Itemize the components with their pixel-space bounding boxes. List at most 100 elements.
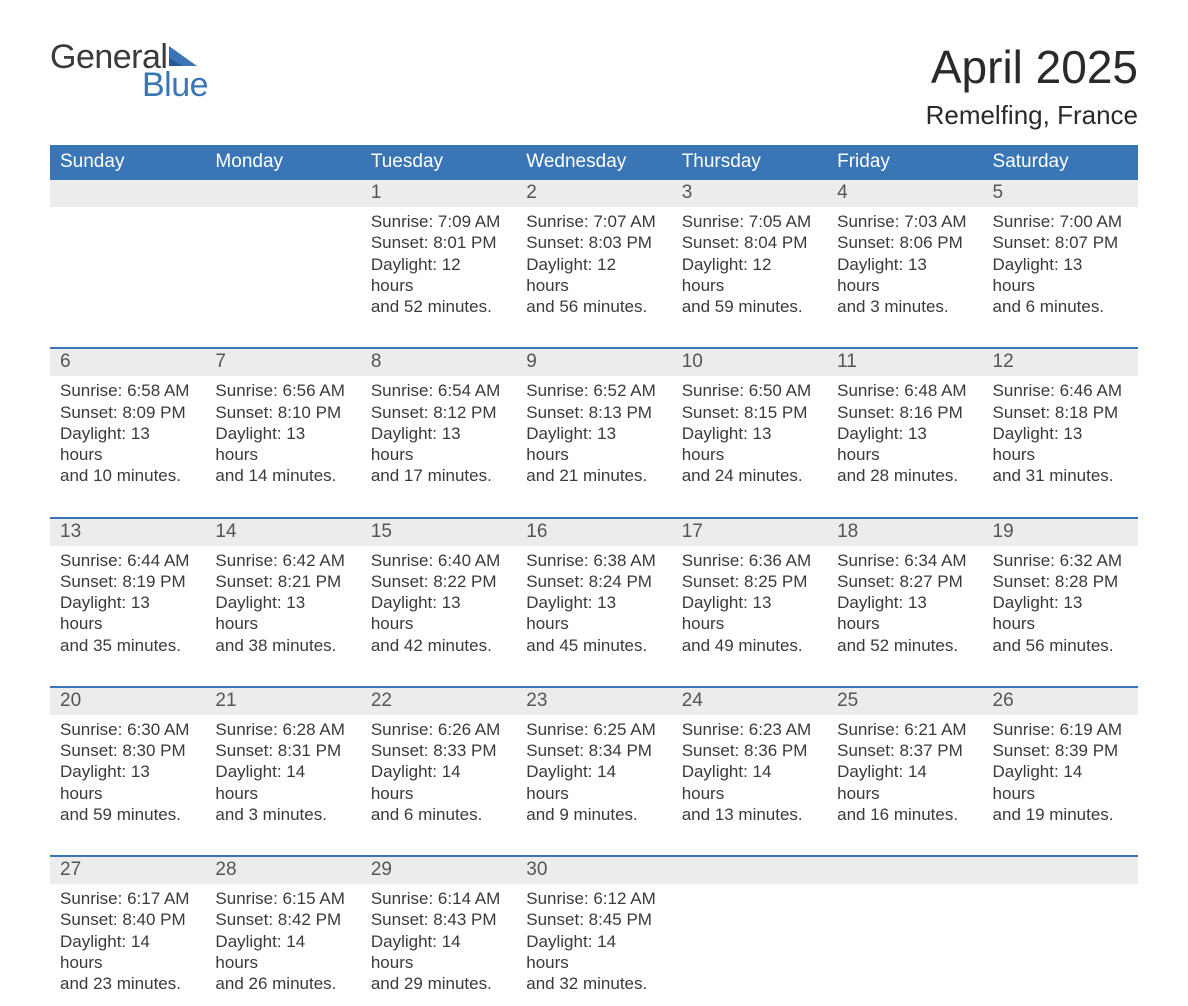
day-cell: Sunrise: 6:15 AMSunset: 8:42 PMDaylight:…	[205, 884, 360, 1006]
sunrise-text: Sunrise: 7:00 AM	[993, 211, 1128, 232]
day-cell: Sunrise: 6:44 AMSunset: 8:19 PMDaylight:…	[50, 546, 205, 668]
daylight-text-2: and 21 minutes.	[526, 465, 661, 486]
sunrise-text: Sunrise: 6:34 AM	[837, 550, 972, 571]
sunrise-text: Sunrise: 6:42 AM	[215, 550, 350, 571]
day-cell: Sunrise: 6:21 AMSunset: 8:37 PMDaylight:…	[827, 715, 982, 837]
weekday-label: Wednesday	[516, 145, 671, 180]
day-number: 4	[827, 180, 982, 207]
sunrise-text: Sunrise: 6:32 AM	[993, 550, 1128, 571]
daylight-text-1: Daylight: 13 hours	[993, 592, 1128, 635]
daylight-text-2: and 28 minutes.	[837, 465, 972, 486]
day-cell: Sunrise: 6:56 AMSunset: 8:10 PMDaylight:…	[205, 376, 360, 498]
sunset-text: Sunset: 8:16 PM	[837, 402, 972, 423]
day-number: 16	[516, 519, 671, 546]
day-cell	[672, 884, 827, 1006]
sunrise-text: Sunrise: 6:15 AM	[215, 888, 350, 909]
day-cell: Sunrise: 6:42 AMSunset: 8:21 PMDaylight:…	[205, 546, 360, 668]
daylight-text-2: and 32 minutes.	[526, 973, 661, 994]
daylight-text-1: Daylight: 13 hours	[371, 592, 506, 635]
day-cell: Sunrise: 6:30 AMSunset: 8:30 PMDaylight:…	[50, 715, 205, 837]
weekday-label: Thursday	[672, 145, 827, 180]
sunrise-text: Sunrise: 6:21 AM	[837, 719, 972, 740]
daylight-text-1: Daylight: 13 hours	[837, 592, 972, 635]
daylight-text-2: and 16 minutes.	[837, 804, 972, 825]
day-number: 22	[361, 688, 516, 715]
day-cell: Sunrise: 6:48 AMSunset: 8:16 PMDaylight:…	[827, 376, 982, 498]
daylight-text-2: and 29 minutes.	[371, 973, 506, 994]
daylight-text-2: and 52 minutes.	[371, 296, 506, 317]
weekday-label: Sunday	[50, 145, 205, 180]
daylight-text-1: Daylight: 13 hours	[526, 423, 661, 466]
sunrise-text: Sunrise: 6:38 AM	[526, 550, 661, 571]
daylight-text-2: and 52 minutes.	[837, 635, 972, 656]
daylight-text-1: Daylight: 13 hours	[682, 592, 817, 635]
day-cell: Sunrise: 6:54 AMSunset: 8:12 PMDaylight:…	[361, 376, 516, 498]
daylight-text-2: and 56 minutes.	[526, 296, 661, 317]
sunrise-text: Sunrise: 6:48 AM	[837, 380, 972, 401]
sunrise-text: Sunrise: 6:44 AM	[60, 550, 195, 571]
day-cell: Sunrise: 6:28 AMSunset: 8:31 PMDaylight:…	[205, 715, 360, 837]
week: 6789101112Sunrise: 6:58 AMSunset: 8:09 P…	[50, 349, 1138, 498]
day-cell	[827, 884, 982, 1006]
daynum-row: 20212223242526	[50, 688, 1138, 715]
day-number: 11	[827, 349, 982, 376]
sunrise-text: Sunrise: 6:26 AM	[371, 719, 506, 740]
day-number: 27	[50, 857, 205, 884]
sunset-text: Sunset: 8:25 PM	[682, 571, 817, 592]
day-number: 19	[983, 519, 1138, 546]
daylight-text-1: Daylight: 13 hours	[993, 423, 1128, 466]
sunrise-text: Sunrise: 6:54 AM	[371, 380, 506, 401]
daylight-text-1: Daylight: 12 hours	[526, 254, 661, 297]
daylight-text-1: Daylight: 13 hours	[60, 592, 195, 635]
sunset-text: Sunset: 8:10 PM	[215, 402, 350, 423]
day-number: 1	[361, 180, 516, 207]
daylight-text-1: Daylight: 13 hours	[215, 592, 350, 635]
calendar: Sunday Monday Tuesday Wednesday Thursday…	[50, 145, 1138, 1006]
day-number: 7	[205, 349, 360, 376]
day-number: 29	[361, 857, 516, 884]
weekday-header: Sunday Monday Tuesday Wednesday Thursday…	[50, 145, 1138, 180]
sunset-text: Sunset: 8:40 PM	[60, 909, 195, 930]
daynum-row: 12345	[50, 180, 1138, 207]
day-number: 3	[672, 180, 827, 207]
day-cell	[983, 884, 1138, 1006]
daylight-text-2: and 6 minutes.	[993, 296, 1128, 317]
day-number	[672, 857, 827, 884]
sunset-text: Sunset: 8:09 PM	[60, 402, 195, 423]
day-number: 18	[827, 519, 982, 546]
sunset-text: Sunset: 8:43 PM	[371, 909, 506, 930]
sunrise-text: Sunrise: 6:46 AM	[993, 380, 1128, 401]
day-number: 9	[516, 349, 671, 376]
sunrise-text: Sunrise: 7:03 AM	[837, 211, 972, 232]
daylight-text-2: and 6 minutes.	[371, 804, 506, 825]
weekday-label: Tuesday	[361, 145, 516, 180]
day-number	[205, 180, 360, 207]
sunrise-text: Sunrise: 6:14 AM	[371, 888, 506, 909]
title-block: April 2025 Remelfing, France	[926, 40, 1138, 131]
sunrise-text: Sunrise: 6:25 AM	[526, 719, 661, 740]
daylight-text-2: and 26 minutes.	[215, 973, 350, 994]
sunset-text: Sunset: 8:45 PM	[526, 909, 661, 930]
day-number: 8	[361, 349, 516, 376]
sunset-text: Sunset: 8:13 PM	[526, 402, 661, 423]
day-number: 20	[50, 688, 205, 715]
day-number	[827, 857, 982, 884]
day-cell: Sunrise: 6:14 AMSunset: 8:43 PMDaylight:…	[361, 884, 516, 1006]
sunset-text: Sunset: 8:39 PM	[993, 740, 1128, 761]
header: General Blue April 2025 Remelfing, Franc…	[50, 40, 1138, 131]
sunset-text: Sunset: 8:37 PM	[837, 740, 972, 761]
day-number: 21	[205, 688, 360, 715]
day-cell: Sunrise: 6:50 AMSunset: 8:15 PMDaylight:…	[672, 376, 827, 498]
daylight-text-1: Daylight: 14 hours	[837, 761, 972, 804]
sunset-text: Sunset: 8:06 PM	[837, 232, 972, 253]
day-cell: Sunrise: 6:17 AMSunset: 8:40 PMDaylight:…	[50, 884, 205, 1006]
sunrise-text: Sunrise: 6:50 AM	[682, 380, 817, 401]
daylight-text-1: Daylight: 13 hours	[60, 761, 195, 804]
day-number: 13	[50, 519, 205, 546]
location: Remelfing, France	[926, 100, 1138, 131]
day-cell: Sunrise: 6:26 AMSunset: 8:33 PMDaylight:…	[361, 715, 516, 837]
day-number: 30	[516, 857, 671, 884]
sunrise-text: Sunrise: 6:40 AM	[371, 550, 506, 571]
sunset-text: Sunset: 8:01 PM	[371, 232, 506, 253]
sunset-text: Sunset: 8:07 PM	[993, 232, 1128, 253]
